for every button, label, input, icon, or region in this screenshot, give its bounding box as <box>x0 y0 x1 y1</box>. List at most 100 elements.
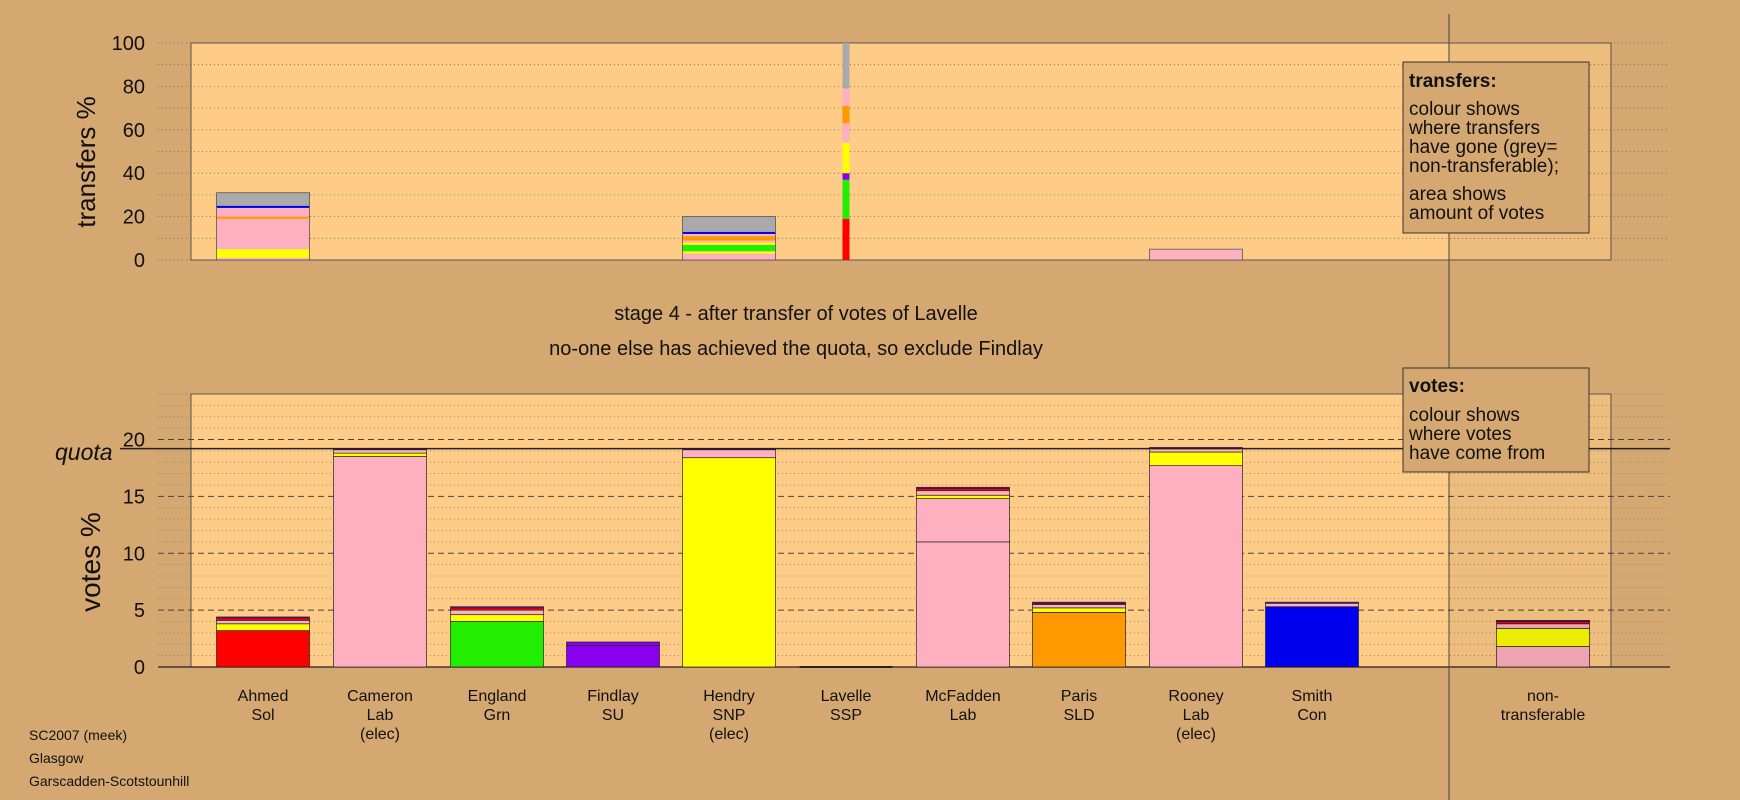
transfers-panel: 0 20 40 60 80 100 transfers % <box>71 33 1670 272</box>
y-tick-label: 60 <box>123 120 145 142</box>
transfers-bars <box>216 43 1243 261</box>
vote-segment-su <box>450 606 544 609</box>
candidate-name: Lavelle <box>821 688 872 705</box>
votes-legend-line: colour shows <box>1409 405 1520 426</box>
transfer-segment-snp <box>842 142 850 174</box>
transfer-segment-snp <box>682 251 776 254</box>
transfer-segment-grn <box>682 244 776 252</box>
vote-segment-lab <box>916 490 1010 496</box>
transfer-segment-lab <box>682 233 776 237</box>
transfer-bar-outline <box>1149 248 1243 261</box>
votes-legend-line: have come from <box>1409 443 1545 464</box>
candidate-party: Lab <box>950 707 977 724</box>
candidate-name: Hendry <box>703 688 755 705</box>
vote-segment-snp <box>333 452 427 457</box>
transfers-legend-line: have gone (grey= <box>1409 137 1557 158</box>
vote-segment-con <box>1265 606 1359 668</box>
vote-segment-sld <box>1032 612 1126 668</box>
vote-segment-lab <box>682 449 776 459</box>
candidate-label: Lavelle SSP <box>821 688 872 724</box>
transfers-legend-box <box>1402 61 1590 234</box>
candidate-name: Paris <box>1061 688 1097 705</box>
vote-segment-su <box>1496 620 1590 622</box>
transfer-segment-snp <box>216 251 310 258</box>
candidate-party: Lab <box>1183 707 1210 724</box>
candidate-label: Hendry SNP (elec) <box>703 688 755 743</box>
candidate-name: Rooney <box>1168 688 1223 705</box>
y-tick-label: 80 <box>123 76 145 98</box>
candidate-party: Grn <box>484 707 511 724</box>
stage-subtitle: no-one else has achieved the quota, so e… <box>549 338 1043 360</box>
candidate-label: Paris SLD <box>1061 688 1097 724</box>
candidate-name: England <box>468 688 527 705</box>
transfer-segment-sol <box>842 218 850 260</box>
candidate-status: (elec) <box>360 726 400 743</box>
candidate-label: non-transferable <box>1501 688 1586 724</box>
vote-segment-lab <box>916 541 1010 668</box>
candidate-label: Ahmed Sol <box>238 688 289 724</box>
transfer-segment-con <box>216 205 310 208</box>
transfer-segment-non_transferable <box>682 216 776 232</box>
votes-legend-line: where votes <box>1408 424 1511 445</box>
candidate-party: Lab <box>367 707 394 724</box>
y-tick-label: 40 <box>123 163 145 185</box>
candidate-name: non- <box>1527 688 1559 705</box>
footer-region: Glasgow <box>29 750 84 766</box>
transfer-bar-outline <box>216 192 310 261</box>
transfer-segment-lab <box>682 253 776 260</box>
vote-segment-snp <box>916 494 1010 499</box>
vote-segment-snp <box>450 614 544 622</box>
transfer-segment-lab <box>216 207 310 217</box>
transfer-segment-snp <box>682 242 776 245</box>
y-tick-label: 20 <box>123 430 145 452</box>
candidate-name: Ahmed <box>238 688 289 705</box>
candidate-party: Con <box>1297 707 1326 724</box>
vote-segment-lab <box>216 620 310 625</box>
vote-segment-su <box>216 616 310 619</box>
votes-legend-title: votes: <box>1409 376 1465 397</box>
candidate-status: (elec) <box>709 726 749 743</box>
transfers-y-ticks: 0 20 40 60 80 100 <box>112 33 145 272</box>
y-tick-label: 5 <box>134 600 145 622</box>
stage-title: stage 4 - after transfer of votes of Lav… <box>614 303 978 325</box>
votes-panel: 0 5 10 15 20 votes % quota <box>55 393 1670 680</box>
transfer-segment-non_transferable <box>216 192 310 206</box>
transfer-segment-lab <box>682 240 776 243</box>
vote-segment-lab <box>450 609 544 616</box>
transfer-segment-lab <box>842 88 850 106</box>
vote-segment-grn <box>450 621 544 668</box>
candidate-name: McFadden <box>925 688 1001 705</box>
vote-segment-lab <box>916 498 1010 543</box>
transfers-legend-line: non-transferable); <box>1409 156 1559 177</box>
vote-segment-lab <box>333 449 427 454</box>
vote-segment-su <box>566 645 660 668</box>
vote-segment-su <box>566 641 660 646</box>
vote-segment-lab <box>333 456 427 668</box>
candidate-label: Rooney Lab (elec) <box>1168 688 1223 743</box>
y-tick-label: 0 <box>134 657 145 679</box>
quota-label: quota <box>55 439 113 465</box>
transfers-legend: transfers: colour shows where transfers … <box>1402 61 1590 234</box>
candidate-label: Cameron Lab (elec) <box>347 688 413 743</box>
transfers-legend-line: colour shows <box>1409 99 1520 120</box>
vote-segment-snp <box>682 457 776 668</box>
vote-segment-snp <box>1032 607 1126 613</box>
transfer-segment-lab <box>216 218 310 250</box>
vote-segment-lab <box>1032 604 1126 609</box>
votes-legend: votes: colour shows where votes have com… <box>1402 367 1590 473</box>
candidate-party: transferable <box>1501 707 1586 724</box>
vote-segment-snp <box>1149 451 1243 467</box>
transfer-segment-sld <box>216 216 310 219</box>
transfer-segment-snp <box>216 249 310 252</box>
transfer-segment-non_transferable <box>842 43 850 89</box>
candidate-status: (elec) <box>1176 726 1216 743</box>
transfer-bar-outline <box>682 216 776 261</box>
votes-y-ticks: 0 5 10 15 20 <box>123 430 145 680</box>
y-tick-label: 15 <box>123 486 145 508</box>
candidate-name: Smith <box>1292 688 1333 705</box>
transfer-segment-lab <box>216 257 310 260</box>
candidate-name: Findlay <box>587 688 639 705</box>
footer-ward: Garscadden-Scotstounhill <box>29 773 189 789</box>
transfers-y-axis-label: transfers % <box>71 96 101 228</box>
